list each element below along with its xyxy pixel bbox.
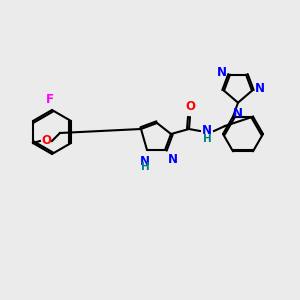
Text: N: N (140, 155, 150, 168)
Text: N: N (233, 107, 243, 120)
Text: N: N (217, 66, 227, 79)
Text: N: N (202, 124, 212, 137)
Text: N: N (255, 82, 265, 95)
Text: O: O (185, 100, 195, 113)
Text: F: F (46, 93, 54, 106)
Text: H: H (202, 134, 211, 144)
Text: H: H (141, 162, 149, 172)
Text: O: O (41, 134, 51, 148)
Text: N: N (168, 153, 178, 166)
